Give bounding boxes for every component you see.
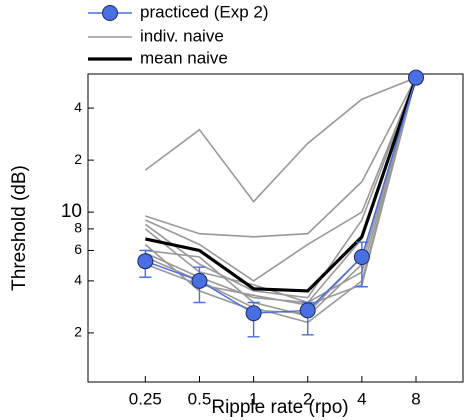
y-axis-label: Threshold (dB) [9, 165, 30, 291]
legend-label: indiv. naive [140, 26, 224, 45]
y-tick-label: 10 [61, 201, 82, 222]
y-tick-label: 4 [74, 272, 82, 288]
practiced-line [145, 77, 417, 314]
legend-label: practiced (Exp 2) [140, 2, 269, 21]
indiv-line [145, 77, 417, 238]
indiv-line [144, 76, 417, 203]
indiv-line [145, 77, 417, 318]
legend-marker [102, 5, 118, 21]
x-tick-label: 2 [303, 389, 312, 408]
indiv-line [144, 77, 417, 299]
practiced-marker [137, 253, 154, 270]
x-axis-label: Ripple rate (rpo) [211, 397, 348, 418]
x-tick-label: 1 [249, 389, 258, 408]
y-tick-label: 2 [74, 324, 82, 340]
indiv-line [144, 77, 417, 282]
indiv-line [144, 77, 417, 304]
practiced-marker [353, 249, 370, 266]
legend-label: mean naive [140, 48, 228, 67]
y-tick-label: 8 [74, 220, 82, 236]
y-tick-label: 4 [74, 99, 82, 115]
practiced-marker [408, 69, 425, 86]
x-tick-label: 0.5 [188, 389, 212, 408]
y-tick-label: 2 [74, 151, 82, 167]
plot-frame [87, 73, 464, 383]
y-tick-label: 6 [74, 241, 82, 257]
practiced-marker [299, 302, 316, 319]
x-tick-label: 8 [411, 389, 420, 408]
x-tick-label: 0.25 [129, 389, 162, 408]
practiced-marker [245, 305, 262, 322]
mean-line [144, 77, 418, 293]
practiced-marker [191, 272, 208, 289]
x-tick-label: 4 [357, 389, 366, 408]
indiv-line [145, 77, 417, 306]
indiv-line [144, 77, 417, 304]
